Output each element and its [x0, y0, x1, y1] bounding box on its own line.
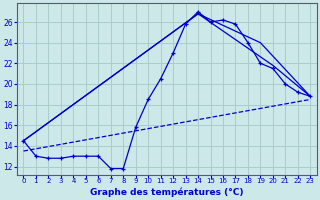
- X-axis label: Graphe des températures (°C): Graphe des températures (°C): [90, 187, 244, 197]
